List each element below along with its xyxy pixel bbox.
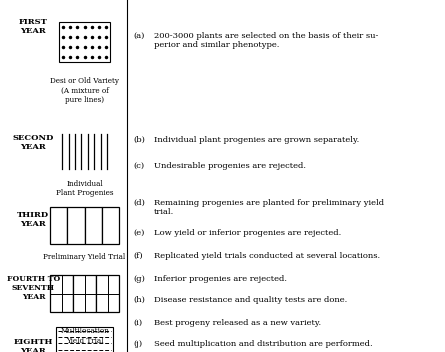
Text: (c): (c) bbox=[134, 162, 145, 170]
Bar bbox=[50, 275, 73, 313]
Text: Remaining progenies are planted for preliminary yield
trial.: Remaining progenies are planted for prel… bbox=[154, 199, 384, 216]
Text: FOURTH TO
SEVENTH
YEAR: FOURTH TO SEVENTH YEAR bbox=[7, 275, 60, 301]
Text: 200-3000 plants are selected on the basis of their su-
perior and similar phenot: 200-3000 plants are selected on the basi… bbox=[154, 32, 378, 49]
Bar bbox=[59, 22, 110, 63]
Bar bbox=[96, 275, 119, 313]
Text: (i): (i) bbox=[134, 319, 143, 327]
Text: THIRD
YEAR: THIRD YEAR bbox=[17, 211, 49, 228]
Text: (d): (d) bbox=[134, 199, 146, 207]
Text: Preliminary Yield Trial: Preliminary Yield Trial bbox=[44, 253, 125, 262]
Bar bbox=[102, 207, 119, 244]
Text: Disease resistance and quality tests are done.: Disease resistance and quality tests are… bbox=[154, 296, 347, 304]
Text: (f): (f) bbox=[134, 252, 143, 260]
Text: Multilocation
Yield Trial: Multilocation Yield Trial bbox=[60, 327, 109, 345]
Text: Seed multiplication and distribution are performed.: Seed multiplication and distribution are… bbox=[154, 340, 372, 348]
Text: Undesirable progenies are rejected.: Undesirable progenies are rejected. bbox=[154, 162, 306, 170]
Text: Low yield or inferior progenies are rejected.: Low yield or inferior progenies are reje… bbox=[154, 229, 341, 237]
Text: (h): (h) bbox=[134, 296, 146, 304]
Bar bbox=[85, 207, 102, 244]
Text: Best progeny released as a new variety.: Best progeny released as a new variety. bbox=[154, 319, 321, 327]
Bar bbox=[56, 327, 113, 352]
Bar bbox=[67, 207, 85, 244]
Text: (b): (b) bbox=[134, 136, 146, 144]
Text: (g): (g) bbox=[134, 275, 146, 283]
Text: (e): (e) bbox=[134, 229, 145, 237]
Text: Desi or Old Variety
(A mixture of
pure lines): Desi or Old Variety (A mixture of pure l… bbox=[50, 77, 119, 104]
Text: FIRST
YEAR: FIRST YEAR bbox=[19, 18, 48, 35]
Text: (j): (j) bbox=[134, 340, 143, 348]
Text: Inferior progenies are rejected.: Inferior progenies are rejected. bbox=[154, 275, 287, 283]
Text: Individual plant progenies are grown separately.: Individual plant progenies are grown sep… bbox=[154, 136, 359, 144]
Text: (a): (a) bbox=[134, 32, 145, 40]
Text: SECOND
YEAR: SECOND YEAR bbox=[13, 134, 54, 151]
Text: Replicated yield trials conducted at several locations.: Replicated yield trials conducted at sev… bbox=[154, 252, 380, 260]
Text: Individual
Plant Progenies: Individual Plant Progenies bbox=[56, 180, 113, 197]
Bar bbox=[50, 207, 67, 244]
Text: EIGHTH
YEAR: EIGHTH YEAR bbox=[14, 338, 53, 352]
Bar bbox=[73, 275, 96, 313]
